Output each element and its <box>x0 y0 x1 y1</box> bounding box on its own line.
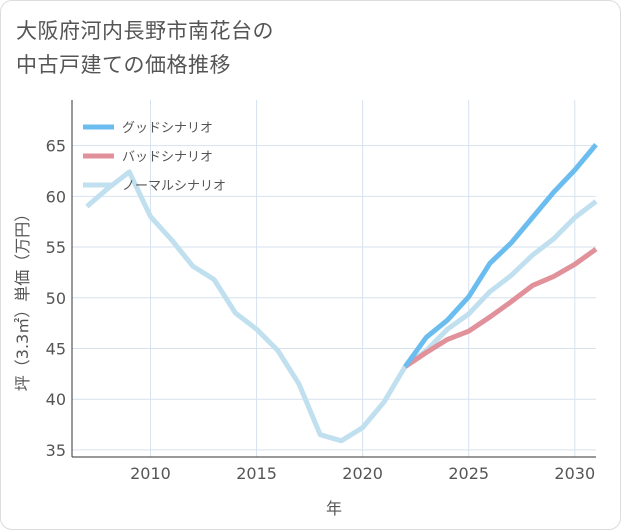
chart-title-line-2: 中古戸建ての価格推移 <box>16 53 231 77</box>
legend-label-1[interactable]: バッドシナリオ <box>122 150 213 165</box>
legend-label-2[interactable]: ノーマルシナリオ <box>122 179 226 194</box>
x-tick-label: 2030 <box>554 464 595 483</box>
y-tick-label: 55 <box>46 238 66 257</box>
series-line-2 <box>85 169 598 444</box>
series-line-0 <box>403 142 598 369</box>
y-tick-label: 65 <box>46 137 66 156</box>
series-lines <box>85 142 598 444</box>
series-line-1 <box>403 247 598 369</box>
y-tick-label: 40 <box>46 390 66 409</box>
x-tick-label: 2020 <box>342 464 383 483</box>
chart-title-line-1: 大阪府河内長野市南花台の <box>16 19 274 43</box>
y-tick-label: 35 <box>46 441 66 460</box>
axes <box>71 100 596 458</box>
x-tick-label: 2025 <box>448 464 489 483</box>
chart-title: 大阪府河内長野市南花台の 中古戸建ての価格推移 <box>16 14 274 82</box>
x-tick-label: 2010 <box>130 464 171 483</box>
y-tick-label: 60 <box>46 187 66 206</box>
x-tick-label: 2015 <box>236 464 277 483</box>
x-axis-label: 年 <box>326 499 342 518</box>
y-tick-label: 50 <box>46 289 66 308</box>
y-axis-label: 坪（3.3㎡）単価（万円） <box>13 206 32 391</box>
y-tick-label: 45 <box>46 339 66 358</box>
legend-label-0[interactable]: グッドシナリオ <box>122 121 213 136</box>
tick-labels: 35 40 45 50 55 60 65 2010 2015 2020 2025 2030 <box>46 137 596 483</box>
grid-lines <box>72 100 596 457</box>
